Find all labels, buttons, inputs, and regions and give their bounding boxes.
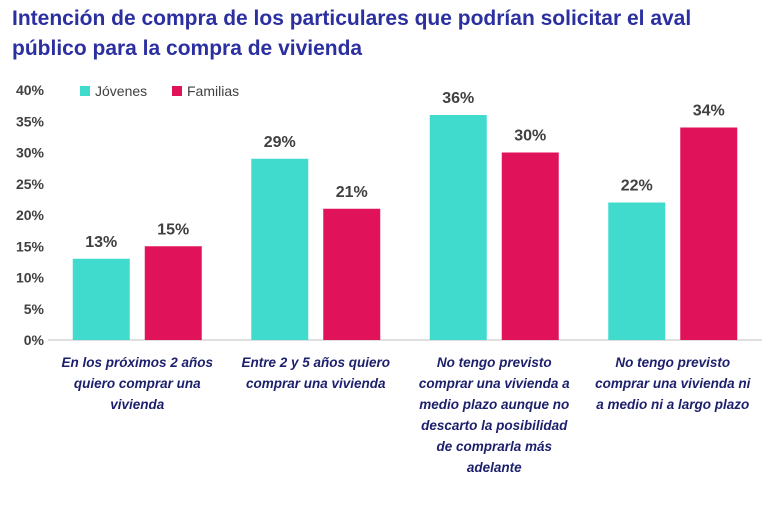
data-label: 36% bbox=[442, 90, 474, 107]
category-label: No tengo previsto comprar una vivienda n… bbox=[595, 355, 751, 412]
category-label: En los próximos 2 años quiero comprar un… bbox=[61, 355, 214, 412]
legend-swatch bbox=[80, 86, 90, 96]
data-label: 15% bbox=[157, 221, 189, 238]
data-label: 21% bbox=[336, 184, 368, 201]
y-tick-label: 0% bbox=[24, 332, 45, 348]
category-label: Entre 2 y 5 años quiero comprar una vivi… bbox=[241, 355, 391, 391]
data-labels-group: 13% 15% 29% 21% 36% 30% 22% 34% bbox=[85, 90, 725, 251]
y-axis: 0% 5% 10% 15% 20% 25% 30% 35% 40% bbox=[16, 82, 45, 348]
data-label: 13% bbox=[85, 234, 117, 251]
bar-jovenes bbox=[72, 258, 130, 340]
chart-title: Intención de compra de los particulares … bbox=[12, 7, 692, 60]
y-tick-label: 10% bbox=[16, 270, 45, 286]
legend-label: Jóvenes bbox=[95, 83, 147, 99]
legend: Jóvenes Familias bbox=[80, 83, 239, 99]
data-label: 30% bbox=[514, 128, 546, 145]
bar-jovenes bbox=[429, 115, 487, 340]
bar-familias bbox=[680, 127, 738, 340]
bar-familias bbox=[323, 208, 381, 340]
y-tick-label: 20% bbox=[16, 207, 45, 223]
bar-familias bbox=[144, 246, 202, 340]
category-label: No tengo previsto comprar una vivienda a… bbox=[418, 355, 570, 475]
y-tick-label: 40% bbox=[16, 82, 45, 98]
data-label: 29% bbox=[264, 134, 296, 151]
legend-label: Familias bbox=[187, 83, 239, 99]
bars-group bbox=[72, 115, 738, 340]
y-tick-label: 15% bbox=[16, 238, 45, 254]
bar-familias bbox=[501, 152, 559, 340]
y-tick-label: 5% bbox=[24, 301, 45, 317]
y-tick-label: 25% bbox=[16, 176, 45, 192]
legend-swatch bbox=[172, 86, 182, 96]
bar-jovenes bbox=[251, 158, 309, 340]
data-label: 34% bbox=[693, 103, 725, 120]
y-tick-label: 35% bbox=[16, 113, 45, 129]
y-tick-label: 30% bbox=[16, 145, 45, 161]
data-label: 22% bbox=[621, 178, 653, 195]
bar-jovenes bbox=[608, 202, 666, 340]
